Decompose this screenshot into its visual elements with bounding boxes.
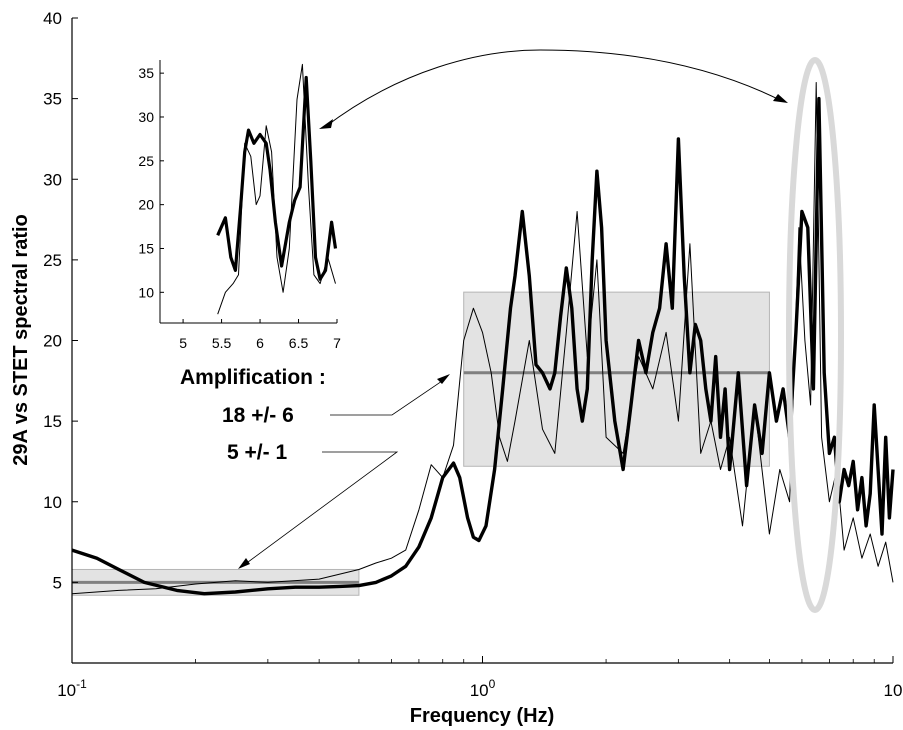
amplification-18-label: 18 +/- 6 [222, 404, 294, 427]
leader-18 [330, 378, 446, 416]
inset-y-tick-label: 15 [138, 240, 154, 256]
leader-5 [243, 451, 399, 566]
y-ticks: 5 10 15 20 25 30 35 40 [43, 9, 78, 592]
y-axis-label: 29A vs STET spectral ratio [10, 214, 32, 466]
y-tick-label: 40 [43, 9, 62, 28]
arrowhead-right [773, 94, 788, 103]
inset-y-tick-label: 30 [138, 109, 154, 125]
inset-line-thin [217, 63, 336, 315]
leader-18-arrowhead [437, 374, 450, 384]
y-tick-label: 5 [53, 573, 62, 592]
inset-series-lines [216, 63, 338, 315]
series-line-thin [71, 82, 894, 595]
peak-highlight-ellipse [786, 57, 844, 613]
y-tick-label: 30 [43, 170, 62, 189]
inset-y-tick-label: 35 [138, 65, 154, 81]
inset-zoom-plot: 10 15 20 25 30 35 5 5.5 6 6.5 7 [138, 60, 341, 351]
inset-y-tick-label: 20 [138, 197, 154, 213]
annotation-leaders [238, 374, 450, 569]
y-tick-label: 20 [43, 332, 62, 351]
y-tick-label: 35 [43, 90, 62, 109]
inset-x-tick-label: 5.5 [212, 335, 232, 351]
y-tick-label: 10 [43, 493, 62, 512]
series-line-thick [71, 96, 895, 596]
y-tick-label: 15 [43, 412, 62, 431]
arrowhead-left [319, 119, 333, 129]
inset-link-arrow [319, 49, 788, 129]
amplification-label: Amplification : [180, 366, 326, 389]
inset-x-tick-label: 5 [179, 335, 187, 351]
x-tick-label: 10 [884, 681, 903, 700]
x-tick-label: 100 [470, 677, 496, 700]
y-tick-label: 25 [43, 251, 62, 270]
inset-x-tick-label: 6.5 [289, 335, 309, 351]
leader-5-arrowhead [238, 558, 250, 569]
inset-x-tick-label: 6 [256, 335, 264, 351]
inset-x-ticks: 5 5.5 6 6.5 7 [179, 319, 341, 351]
inset-y-tick-label: 25 [138, 153, 154, 169]
x-axis-label: Frequency (Hz) [410, 705, 554, 727]
series-lines [71, 82, 895, 596]
inset-y-ticks: 10 15 20 25 30 35 [138, 65, 164, 300]
inset-link-arc [324, 49, 783, 128]
inset-y-tick-label: 10 [138, 284, 154, 300]
x-tick-label: 10-1 [57, 677, 87, 700]
amplification-5-label: 5 +/- 1 [227, 441, 287, 464]
inset-x-tick-label: 7 [333, 335, 341, 351]
